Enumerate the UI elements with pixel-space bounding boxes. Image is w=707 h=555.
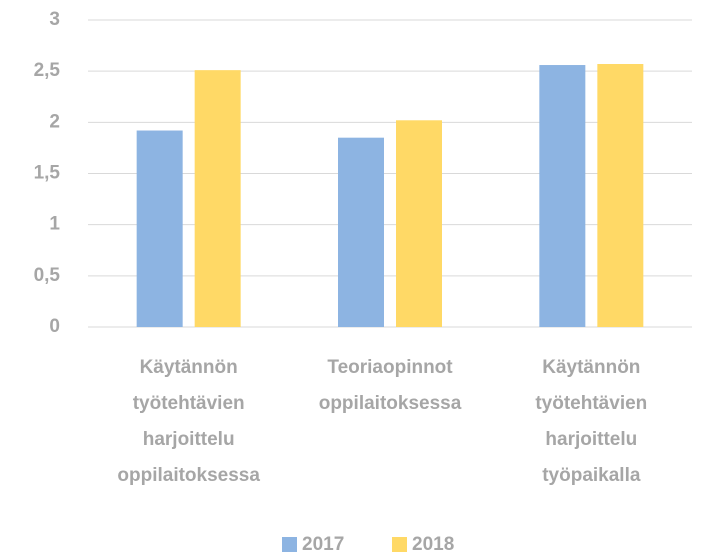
y-tick-label: 1 [49,214,60,235]
y-tick-label: 0,5 [34,265,61,286]
x-tick-label: työtehtävien [535,393,647,414]
x-tick-label: työpaikalla [542,465,641,486]
x-tick-label: oppilaitoksessa [319,393,462,414]
bar [136,130,183,327]
x-tick-label: työtehtävien [133,393,245,414]
y-tick-label: 3 [49,9,60,30]
legend-label: 2017 [302,534,344,555]
y-tick-label: 2 [49,111,60,132]
x-tick-label: harjoittelu [143,429,235,450]
x-tick-label: oppilaitoksessa [117,465,260,486]
x-tick-label: Käytännön [542,357,640,378]
bar [338,137,384,327]
bar [597,64,644,328]
y-tick-label: 2,5 [34,60,61,81]
legend-label: 2018 [412,534,454,555]
legend-swatch [282,537,297,552]
bar [194,70,241,327]
legend-swatch [392,537,407,552]
y-tick-label: 0 [49,316,60,337]
bar [539,65,586,327]
x-tick-label: harjoittelu [545,429,637,450]
bar [396,120,442,327]
y-tick-label: 1,5 [34,163,61,184]
x-tick-label: Teoriaopinnot [327,357,453,378]
x-tick-label: Käytännön [140,357,238,378]
